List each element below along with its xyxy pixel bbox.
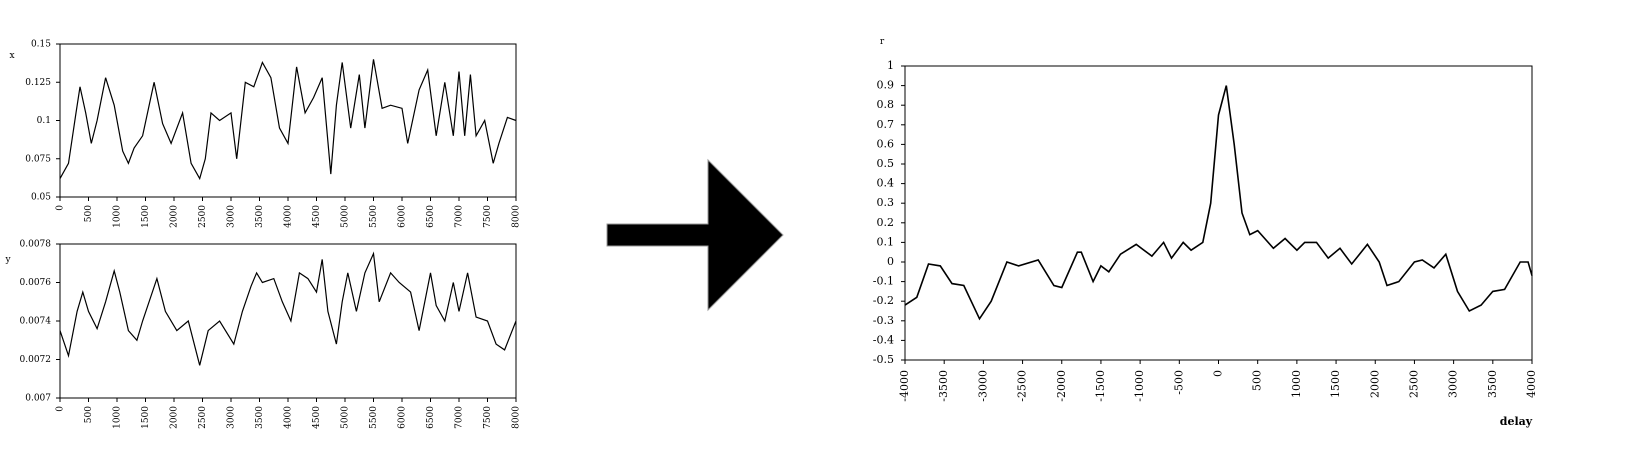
x-tick-label: 2000	[170, 205, 180, 228]
y-tick-label: 0.4	[877, 177, 895, 190]
x-tick-label: 4000	[1525, 370, 1538, 398]
x-tick-label: -500	[1172, 370, 1185, 395]
y-tick-label: 0.0076	[20, 278, 52, 288]
x-tick-label: 1500	[141, 406, 151, 429]
x-tick-label: 5500	[369, 205, 379, 228]
x-tick-label: 7500	[483, 406, 493, 429]
cross-correlation-line	[904, 85, 1533, 321]
x-tick-label: 1500	[1329, 370, 1342, 398]
y-tick-label: 0.1	[877, 235, 895, 248]
cross-correlation-ticks: -4000 -3500 -3000 -2500 -2000 -1500 -1000 -500 0…	[873, 59, 1538, 402]
cross-correlation-ylabel: r	[880, 37, 885, 47]
y-tick-label: 0.007	[25, 394, 51, 404]
x-tick-label: -3000	[976, 370, 989, 402]
y-tick-label: 0.0078	[20, 240, 52, 250]
y-tick-label: 0.15	[31, 40, 51, 50]
y-tick-label: 0.8	[877, 98, 895, 111]
x-tick-label: 3000	[227, 406, 237, 429]
x-tick-label: 5500	[369, 406, 379, 429]
y-tick-label: 0.7	[877, 118, 895, 131]
x-tick-label: 3000	[227, 205, 237, 228]
x-tick-label: 0	[1212, 370, 1225, 377]
y-tick-label: -0.1	[873, 275, 894, 288]
y-tick-label: -0.3	[873, 314, 894, 327]
x-tick-label: 6000	[398, 205, 408, 228]
x-tick-label: 2500	[198, 205, 208, 228]
x-tick-label: 2500	[198, 406, 208, 429]
x-tick-label: 500	[84, 406, 94, 423]
x-tick-label: -4000	[898, 370, 911, 402]
y-tick-label: 0.1	[37, 116, 51, 126]
y-series-chart: 0 500 1000 1500 2000 2500 3000 3500 4000 4500 5000…	[4, 240, 521, 429]
x-series-chart: 0 500 1000 1500 2000 2500 3000 3500 4000 4500 5000…	[9, 40, 521, 228]
x-tick-label: 6500	[426, 406, 436, 429]
x-tick-label: 3500	[1486, 370, 1499, 398]
x-tick-label: 4000	[284, 406, 294, 429]
y-series-ticks: 0 500 1000 1500 2000 2500 3000 3500 4000 4500 5000…	[20, 240, 522, 429]
x-tick-label: 1500	[141, 205, 151, 228]
y-tick-label: 0.3	[877, 196, 895, 209]
cross-correlation-plot-frame	[904, 65, 1533, 361]
x-tick-label: 7000	[455, 406, 465, 429]
y-tick-label: 0.0072	[20, 355, 52, 365]
y-series-plot-frame	[59, 243, 517, 399]
x-tick-label: 8000	[512, 406, 522, 429]
x-tick-label: 3500	[255, 205, 265, 228]
y-tick-label: 1	[887, 59, 894, 72]
y-tick-label: 0.05	[31, 193, 51, 203]
x-series-ylabel: x	[9, 51, 14, 61]
x-tick-label: 3000	[1447, 370, 1460, 398]
x-tick-label: -1500	[1094, 370, 1107, 402]
x-tick-label: 500	[1251, 370, 1264, 391]
x-tick-label: 0	[56, 205, 66, 211]
x-tick-label: 7500	[483, 205, 493, 228]
x-tick-label: 3500	[255, 406, 265, 429]
right-arrow-icon	[606, 158, 784, 312]
x-tick-label: 6000	[398, 406, 408, 429]
x-tick-label: 2000	[1368, 370, 1381, 398]
x-tick-label: 4000	[284, 205, 294, 228]
x-series-plot-frame	[59, 43, 517, 198]
x-tick-label: -2000	[1055, 370, 1068, 402]
x-tick-label: -2500	[1016, 370, 1029, 402]
x-tick-label: 5000	[341, 406, 351, 429]
y-tick-label: 0.5	[877, 157, 895, 170]
x-series-ticks: 0 500 1000 1500 2000 2500 3000 3500 4000 4500 5000…	[25, 40, 521, 228]
y-tick-label: -0.2	[873, 294, 894, 307]
x-tick-label: 4500	[312, 406, 322, 429]
cross-correlation-xlabel: delay	[1500, 415, 1533, 428]
x-tick-label: 1000	[1290, 370, 1303, 398]
y-series-line	[59, 251, 517, 366]
x-tick-label: -3500	[937, 370, 950, 402]
y-tick-label: 0	[887, 255, 894, 268]
x-tick-label: 2500	[1407, 370, 1420, 398]
y-tick-label: -0.4	[873, 333, 894, 346]
y-tick-label: 0.125	[25, 78, 51, 88]
cross-correlation-chart: -4000 -3500 -3000 -2500 -2000 -1500 -1000 -500 0…	[873, 37, 1538, 428]
x-series-line	[59, 59, 517, 181]
y-series-ylabel: y	[4, 255, 11, 265]
x-tick-label: -1000	[1133, 370, 1146, 402]
x-tick-label: 0	[56, 406, 66, 412]
y-tick-label: 0.0074	[20, 317, 52, 327]
x-tick-label: 5000	[341, 205, 351, 228]
x-tick-label: 7000	[455, 205, 465, 228]
y-tick-label: -0.5	[873, 353, 894, 366]
x-tick-label: 1000	[113, 406, 123, 429]
x-tick-label: 4500	[312, 205, 322, 228]
x-tick-label: 6500	[426, 205, 436, 228]
x-tick-label: 8000	[512, 205, 522, 228]
x-tick-label: 2000	[170, 406, 180, 429]
y-tick-label: 0.075	[25, 154, 51, 164]
y-tick-label: 0.9	[877, 79, 895, 92]
y-tick-label: 0.6	[877, 137, 895, 150]
x-tick-label: 1000	[113, 205, 123, 228]
x-tick-label: 500	[84, 205, 94, 222]
y-tick-label: 0.2	[877, 216, 895, 229]
